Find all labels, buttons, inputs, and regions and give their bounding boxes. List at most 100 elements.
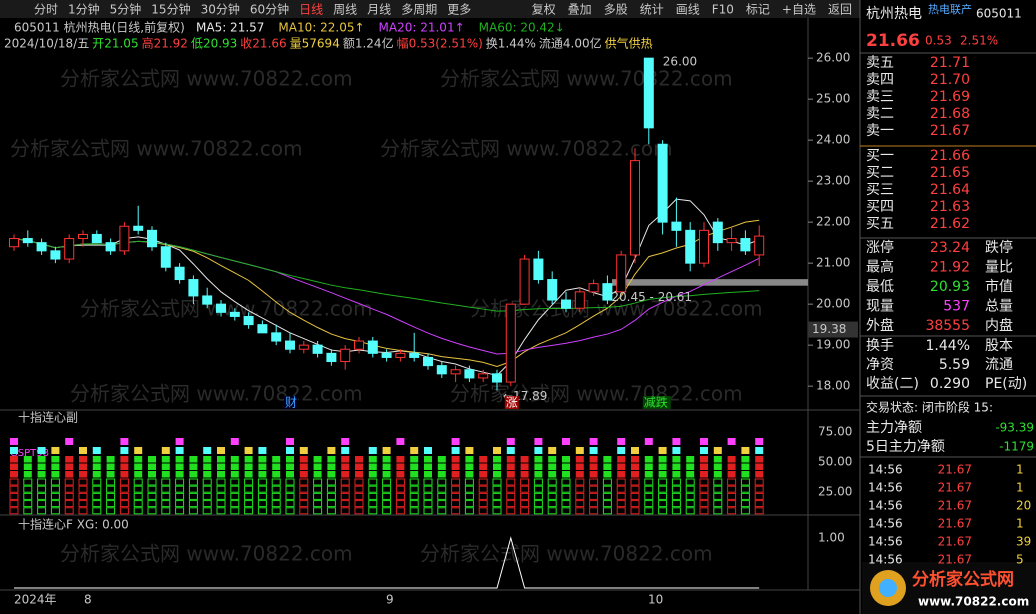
tick-price: 21.67 bbox=[938, 499, 972, 513]
block bbox=[754, 500, 764, 508]
period-tab[interactable]: 1分钟 bbox=[68, 2, 100, 17]
block bbox=[50, 492, 60, 500]
block bbox=[727, 485, 737, 493]
block bbox=[286, 447, 294, 454]
block bbox=[9, 485, 19, 493]
block bbox=[175, 492, 185, 500]
block bbox=[299, 478, 309, 486]
block bbox=[671, 485, 681, 493]
block bbox=[340, 478, 350, 486]
block bbox=[313, 463, 322, 470]
tool-button[interactable]: F10 bbox=[712, 3, 734, 17]
block bbox=[589, 471, 598, 478]
tick-label: 75.00 bbox=[818, 425, 852, 439]
block bbox=[133, 478, 143, 486]
block bbox=[671, 507, 681, 515]
period-tab[interactable]: 日线 bbox=[299, 3, 323, 17]
block bbox=[37, 447, 46, 454]
period-tab[interactable]: 5分钟 bbox=[110, 2, 142, 17]
block bbox=[341, 471, 350, 478]
block bbox=[133, 485, 143, 493]
tool-button[interactable]: 复权 bbox=[532, 3, 556, 17]
block bbox=[713, 478, 723, 486]
block bbox=[51, 471, 60, 478]
block bbox=[451, 463, 460, 470]
y-tick-label: 24.00 bbox=[816, 133, 850, 147]
candle-body bbox=[105, 242, 116, 252]
block bbox=[520, 478, 530, 486]
block bbox=[230, 456, 239, 463]
period-tab[interactable]: 更多 bbox=[447, 3, 471, 17]
period-tab[interactable]: 30分钟 bbox=[201, 2, 240, 17]
tool-button[interactable]: 返回 bbox=[828, 3, 852, 17]
candle-body bbox=[147, 229, 157, 248]
block bbox=[119, 492, 129, 500]
block bbox=[271, 507, 281, 515]
block bbox=[534, 447, 543, 454]
block bbox=[313, 471, 322, 478]
tool-button[interactable]: 统计 bbox=[640, 3, 664, 17]
block bbox=[465, 463, 474, 470]
tool-button[interactable]: 叠加 bbox=[568, 3, 592, 17]
y-tick-label: 20.00 bbox=[816, 297, 850, 311]
period-tab[interactable]: 多周期 bbox=[401, 3, 437, 17]
block bbox=[506, 485, 516, 493]
block bbox=[631, 447, 639, 454]
block bbox=[202, 478, 212, 486]
block bbox=[396, 463, 405, 470]
block bbox=[520, 471, 529, 478]
period-tab[interactable]: 15分钟 bbox=[151, 2, 190, 17]
block bbox=[161, 507, 171, 515]
candle-body bbox=[478, 373, 489, 379]
block bbox=[561, 485, 571, 493]
block bbox=[202, 507, 212, 515]
block bbox=[506, 500, 516, 508]
label: 内盘 bbox=[985, 317, 1013, 334]
block bbox=[64, 485, 74, 493]
period-tab[interactable]: 月线 bbox=[367, 3, 391, 17]
tool-button[interactable]: 多股 bbox=[604, 3, 628, 17]
block bbox=[299, 456, 308, 463]
block bbox=[575, 478, 585, 486]
block bbox=[285, 500, 295, 508]
tool-button[interactable]: 标记 bbox=[746, 3, 770, 17]
tool-button[interactable]: 画线 bbox=[676, 3, 700, 17]
tick-time: 14:56 bbox=[868, 481, 903, 495]
block bbox=[51, 447, 60, 454]
block bbox=[548, 456, 557, 463]
block bbox=[175, 447, 184, 454]
block bbox=[602, 485, 612, 493]
block bbox=[119, 478, 129, 486]
tick-label: 1.00 bbox=[818, 531, 845, 545]
event-label: 涨 bbox=[506, 395, 518, 410]
value: 537 bbox=[943, 299, 970, 315]
block bbox=[658, 492, 668, 500]
block bbox=[10, 456, 18, 463]
tool-button[interactable]: +自选 bbox=[782, 3, 816, 17]
block bbox=[589, 500, 599, 508]
price: 21.66 bbox=[866, 31, 920, 51]
period-tab[interactable]: 60分钟 bbox=[250, 2, 289, 17]
candle-body bbox=[243, 315, 254, 326]
block bbox=[285, 478, 295, 486]
block bbox=[299, 485, 309, 493]
block bbox=[617, 438, 626, 445]
block bbox=[589, 456, 598, 463]
block bbox=[92, 471, 101, 478]
flow-value: -93.39 bbox=[995, 421, 1034, 435]
block bbox=[465, 447, 474, 454]
block bbox=[409, 507, 419, 515]
block bbox=[396, 456, 405, 463]
toolbar bbox=[0, 0, 860, 18]
block bbox=[50, 485, 60, 493]
candle-body bbox=[9, 238, 19, 248]
block bbox=[534, 471, 543, 478]
block bbox=[548, 463, 557, 470]
block bbox=[533, 478, 543, 486]
period-tab[interactable]: 周线 bbox=[333, 3, 357, 17]
block bbox=[23, 478, 33, 486]
block bbox=[464, 485, 474, 493]
block bbox=[685, 492, 695, 500]
block bbox=[286, 438, 294, 445]
period-tab[interactable]: 分时 bbox=[34, 3, 58, 17]
